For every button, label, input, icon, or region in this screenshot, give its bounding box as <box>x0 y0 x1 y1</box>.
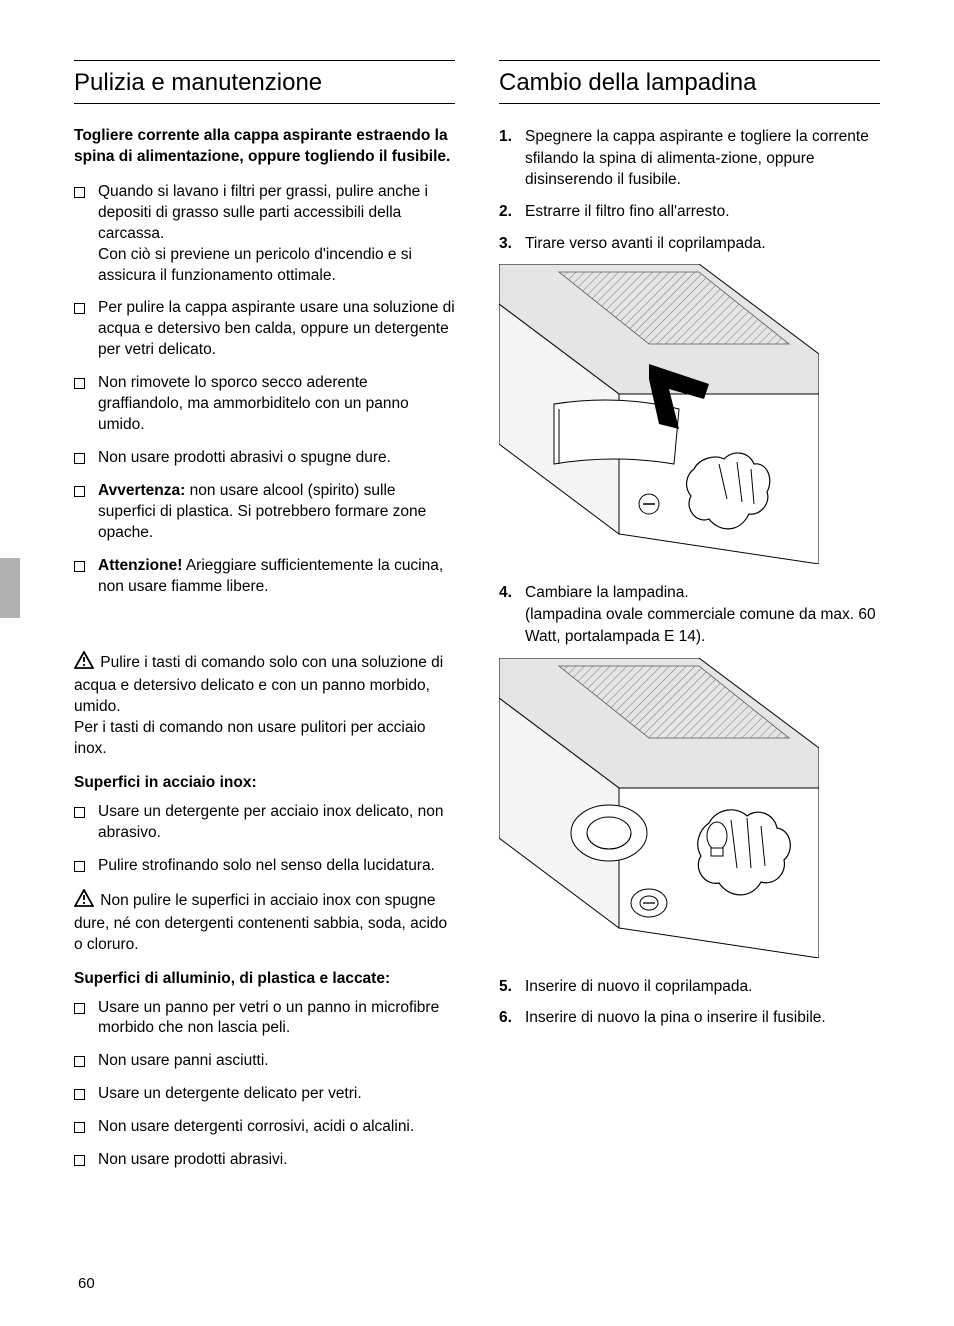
heading-cleaning: Pulizia e manutenzione <box>74 60 455 104</box>
subhead-alu: Superfici di alluminio, di plastica e la… <box>74 970 455 988</box>
list-item: Pulire strofinando solo nel senso della … <box>98 856 455 877</box>
list-item: Non usare detergenti corrosivi, acidi o … <box>98 1117 455 1138</box>
warning-icon <box>74 889 94 914</box>
step-item: 6.Inserire di nuovo la pina o inserire i… <box>525 1007 880 1029</box>
warning-block-keys: Pulire i tasti di comando solo con una s… <box>74 610 455 760</box>
step-text: Estrarre il filtro fino all'arresto. <box>525 203 730 220</box>
lamp-steps-b: 5.Inserire di nuovo il coprilampada. 6.I… <box>499 976 880 1029</box>
intro-warning: Togliere corrente alla cappa aspirante e… <box>74 126 455 168</box>
step-number: 1. <box>499 126 512 148</box>
step-number: 6. <box>499 1007 512 1029</box>
attenzione-label: Attenzione! <box>98 557 182 574</box>
list-item-attenzione: Attenzione! Arieggiare sufficientemente … <box>98 556 455 598</box>
warning-block-inox: Non pulire le superfici in acciaio inox … <box>74 889 455 956</box>
list-item: Non rimovete lo sporco secco aderente gr… <box>98 373 455 436</box>
list-text: Per pulire la cappa aspirante usare una … <box>98 299 455 358</box>
step-text: Inserire di nuovo il coprilampada. <box>525 978 752 995</box>
list-item: Non usare prodotti abrasivi o spugne dur… <box>98 448 455 469</box>
step-item: 4. Cambiare la lampadina. (lampadina ova… <box>525 582 880 647</box>
list-item: Non usare panni asciutti. <box>98 1051 455 1072</box>
step4-line1: Cambiare la lampadina. <box>525 584 689 601</box>
list-item: Usare un panno per vetri o un panno in m… <box>98 998 455 1040</box>
list-item: Non usare prodotti abrasivi. <box>98 1150 455 1171</box>
illustration-remove-cover <box>499 264 880 564</box>
list-text: Pulire strofinando solo nel senso della … <box>98 857 435 874</box>
page-number: 60 <box>78 1275 95 1292</box>
alu-list: Usare un panno per vetri o un panno in m… <box>74 998 455 1172</box>
page-body: Pulizia e manutenzione Togliere corrente… <box>0 0 954 1223</box>
step-number: 2. <box>499 201 512 223</box>
list-text: Non usare detergenti corrosivi, acidi o … <box>98 1118 414 1135</box>
warning-icon <box>74 630 94 676</box>
list-text: Non rimovete lo sporco secco aderente gr… <box>98 374 409 433</box>
step-text: Spegnere la cappa aspirante e togliere l… <box>525 128 869 188</box>
list-item-avvertenza: Avvertenza: non usare alcool (spirito) s… <box>98 481 455 544</box>
right-column: Cambio della lampadina 1. Spegnere la cap… <box>499 60 880 1183</box>
step-item: 3.Tirare verso avanti il coprilampada. <box>525 233 880 255</box>
lamp-step-4: 4. Cambiare la lampadina. (lampadina ova… <box>499 582 880 647</box>
list-text: Usare un panno per vetri o un panno in m… <box>98 999 439 1037</box>
lamp-steps-a: 1. Spegnere la cappa aspirante e togliere… <box>499 126 880 254</box>
list-text: Non usare prodotti abrasivi o spugne dur… <box>98 449 391 466</box>
heading-lamp: Cambio della lampadina <box>499 60 880 104</box>
list-text: Usare un detergente delicato per vetri. <box>98 1085 362 1102</box>
step-number: 4. <box>499 582 512 604</box>
step4-line2: (lampadina ovale commerciale comune da m… <box>525 606 876 645</box>
step-text: Tirare verso avanti il coprilampada. <box>525 235 766 252</box>
step-item: 2.Estrarre il filtro fino all'arresto. <box>525 201 880 223</box>
list-text: Non usare prodotti abrasivi. <box>98 1151 288 1168</box>
illustration-change-bulb <box>499 658 880 958</box>
inox-list: Usare un detergente per acciaio inox del… <box>74 802 455 877</box>
cleaning-list-a: Quando si lavano i filtri per grassi, pu… <box>74 182 455 598</box>
step-number: 5. <box>499 976 512 998</box>
left-column: Pulizia e manutenzione Togliere corrente… <box>74 60 455 1183</box>
list-text: Quando si lavano i filtri per grassi, pu… <box>98 183 428 284</box>
avvertenza-label: Avvertenza: <box>98 482 185 499</box>
list-item: Per pulire la cappa aspirante usare una … <box>98 298 455 361</box>
list-item: Usare un detergente delicato per vetri. <box>98 1084 455 1105</box>
step-item: 5.Inserire di nuovo il coprilampada. <box>525 976 880 998</box>
list-item: Quando si lavano i filtri per grassi, pu… <box>98 182 455 287</box>
list-text: Usare un detergente per acciaio inox del… <box>98 803 444 841</box>
step-text: Inserire di nuovo la pina o inserire il … <box>525 1009 826 1026</box>
subhead-inox: Superfici in acciaio inox: <box>74 774 455 792</box>
list-item: Usare un detergente per acciaio inox del… <box>98 802 455 844</box>
warning-keys-text: Pulire i tasti di comando solo con una s… <box>74 654 443 757</box>
step-number: 3. <box>499 233 512 255</box>
warning-inox-text: Non pulire le superfici in acciaio inox … <box>74 892 447 953</box>
thumb-tab <box>0 558 20 618</box>
list-text: Non usare panni asciutti. <box>98 1052 269 1069</box>
step-item: 1.Spegnere la cappa aspirante e togliere… <box>525 126 880 191</box>
